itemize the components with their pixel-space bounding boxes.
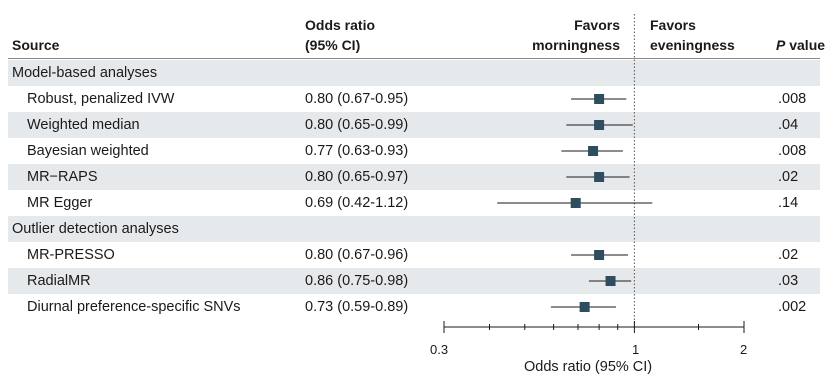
row-source: Diurnal preference-specific SNVs <box>27 299 241 315</box>
row-p-value: .008 <box>778 143 807 159</box>
header-favors-left-2: morningness <box>532 37 620 53</box>
point-marker <box>570 198 581 208</box>
row-p-value: .008 <box>778 91 807 107</box>
row-band-2 <box>8 112 820 138</box>
point-marker <box>594 250 605 260</box>
point-marker <box>579 302 590 312</box>
row-or-text: 0.80 (0.65-0.97) <box>305 169 409 185</box>
row-p-value: .14 <box>778 195 799 211</box>
header-favors-right-2: eveningness <box>650 37 735 53</box>
row-band-7 <box>8 268 820 294</box>
x-tick-label-0: 0.3 <box>430 342 449 357</box>
point-marker <box>594 172 605 182</box>
row-p-value: .03 <box>778 273 799 289</box>
header-or-line2: (95% CI) <box>305 37 361 53</box>
row-or-text: 0.69 (0.42-1.12) <box>305 195 409 211</box>
header-p-rest: value <box>785 37 826 53</box>
row-or-text: 0.77 (0.63-0.93) <box>305 143 409 159</box>
point-marker <box>605 276 616 286</box>
row-source: RadialMR <box>27 273 91 289</box>
x-tick-label-1: 1 <box>632 342 640 357</box>
row-p-value: .002 <box>778 299 807 315</box>
group-label-outlier: Outlier detection analyses <box>12 221 179 237</box>
row-source: Robust, penalized IVW <box>27 91 175 107</box>
row-or-text: 0.86 (0.75-0.98) <box>305 273 409 289</box>
group-label-model: Model-based analyses <box>12 65 158 81</box>
row-source: MR−RAPS <box>27 169 98 185</box>
row-or-text: 0.80 (0.67-0.96) <box>305 247 409 263</box>
row-source: MR-PRESSO <box>27 247 115 263</box>
point-marker <box>594 94 605 104</box>
header-p-italic: P <box>776 37 786 53</box>
x-axis-title: Odds ratio (95% CI) <box>524 359 653 375</box>
row-or-text: 0.80 (0.65-0.99) <box>305 117 409 133</box>
row-or-text: 0.80 (0.67-0.95) <box>305 91 409 107</box>
x-tick-label-2: 2 <box>740 342 748 357</box>
group-band-outlier <box>8 216 820 242</box>
header-favors-left-1: Favors <box>574 17 620 33</box>
header-source: Source <box>12 37 60 53</box>
row-p-value: .02 <box>778 169 799 185</box>
row-p-value: .02 <box>778 247 799 263</box>
group-band-model <box>8 60 820 86</box>
row-source: Weighted median <box>27 117 140 133</box>
header-p-value: P value <box>776 37 825 54</box>
row-p-value: .04 <box>778 117 799 133</box>
point-marker <box>588 146 599 156</box>
row-source: Bayesian weighted <box>27 143 149 159</box>
row-band-4 <box>8 164 820 190</box>
header-or-line1: Odds ratio <box>305 17 376 33</box>
header-favors-right-1: Favors <box>650 17 696 33</box>
point-marker <box>594 120 605 130</box>
row-or-text: 0.73 (0.59-0.89) <box>305 299 409 315</box>
row-source: MR Egger <box>27 195 93 211</box>
header-rule <box>8 58 820 59</box>
